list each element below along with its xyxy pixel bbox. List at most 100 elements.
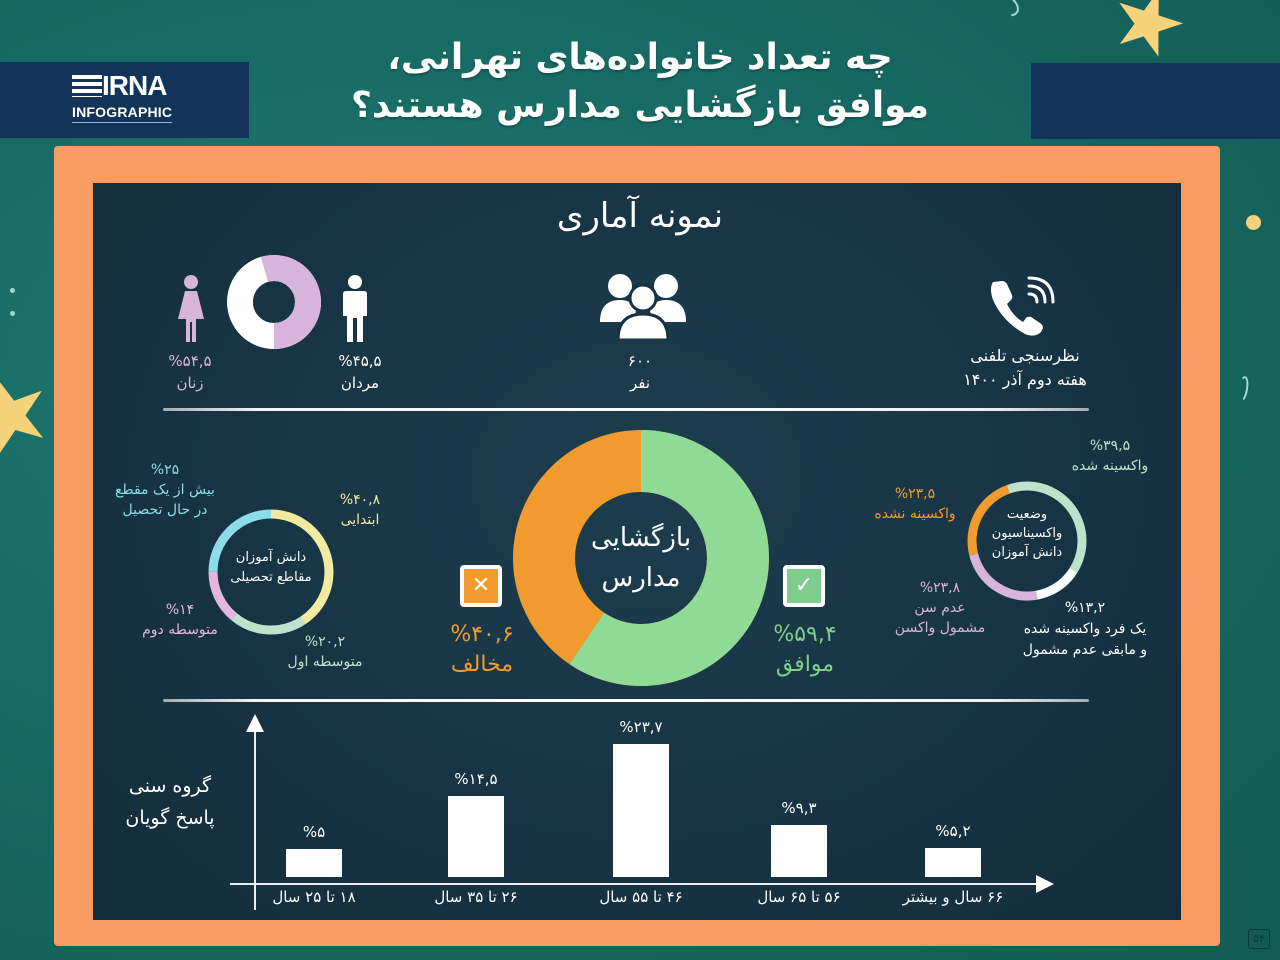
vaccination-donut-chart — [967, 481, 1087, 601]
center-label-line: دانش آموزان — [991, 545, 1063, 560]
bar-category-label: ۱۸ تا ۲۵ سال — [272, 888, 356, 906]
bar-category-label: ۴۶ تا ۵۵ سال — [599, 888, 683, 906]
women-percent: %۵۴,۵ — [168, 352, 212, 370]
center-label-line: بازگشایی — [590, 523, 692, 553]
legend-value: %۲۵ — [150, 462, 180, 478]
people-group-icon — [600, 274, 686, 340]
oppose-percent: %۴۰,۶ — [450, 622, 514, 647]
star-decoration — [0, 364, 61, 467]
arrow-right-icon — [1036, 875, 1054, 893]
bar-value-label: %۱۴,۵ — [454, 770, 498, 788]
bar-value-label: %۵,۲ — [935, 822, 971, 840]
vaccination-legend-vaccinated: %۳۹,۵ واکسینه شده — [1050, 436, 1170, 476]
page-number: ۵۴ — [1248, 929, 1270, 949]
men-label: مردان — [340, 374, 380, 392]
logo-brand: IRNA — [102, 70, 167, 101]
legend-label: متوسطه دوم — [142, 622, 218, 638]
bar — [925, 848, 981, 877]
dot-decoration — [10, 288, 15, 293]
bar — [613, 744, 669, 877]
bar — [771, 825, 827, 877]
age-chart-axis-title: گروه سنی پاسخ گویان — [100, 770, 240, 834]
education-donut-center: دانش آموزان مقاطع تحصیلی — [224, 548, 318, 588]
bar — [286, 849, 342, 877]
reopening-donut-chart — [513, 430, 769, 686]
squiggle-decoration — [987, 0, 1023, 22]
women-label: زنان — [176, 374, 204, 392]
vaccination-legend-partial: %۱۳,۲ یک فرد واکسینه شده و مابقی عدم مشم… — [1005, 598, 1165, 661]
legend-label: متوسطه اول — [287, 654, 363, 670]
legend-value: %۱۴ — [165, 602, 195, 618]
center-label-line: مقاطع تحصیلی — [230, 570, 312, 585]
agree-label: موافق — [775, 652, 835, 677]
irna-logo: IRNA — [72, 70, 182, 101]
arrow-up-icon — [246, 714, 264, 732]
header-panel-right — [1031, 63, 1280, 139]
star-decoration — [1104, 0, 1192, 67]
legend-label: واکسینه شده — [1071, 458, 1149, 474]
legend-label: مشمول واکسن — [894, 620, 986, 636]
man-icon — [343, 275, 367, 342]
divider — [163, 699, 1089, 702]
legend-label: عدم سن — [914, 600, 966, 616]
oppose-label: مخالف — [450, 652, 514, 677]
squiggle-decoration — [1235, 375, 1251, 403]
axis-title-line: پاسخ گویان — [125, 807, 215, 829]
bar — [448, 796, 504, 877]
legend-label: ابتدایی — [340, 512, 380, 528]
men-stat: %۴۵,۵ مردان — [315, 350, 405, 394]
center-label-line: وضعیت — [1006, 507, 1048, 522]
legend-value: %۳۹,۵ — [1089, 438, 1131, 454]
legend-value: %۲۰,۲ — [304, 634, 346, 650]
center-label-line: دانش آموزان — [235, 550, 307, 565]
irna-logo-icon — [72, 75, 102, 97]
legend-label: در حال تحصیل — [122, 502, 208, 518]
education-legend-primary: %۴۰,۸ ابتدایی — [320, 490, 400, 530]
woman-icon — [178, 275, 204, 342]
legend-label: بیش از یک مقطع — [115, 482, 215, 498]
legend-label: واکسینه نشده — [874, 506, 956, 522]
center-label-line: مدارس — [601, 563, 681, 593]
survey-method: نظرسنجی تلفنی — [970, 346, 1080, 365]
title-line-1: چه تعداد خانواده‌های تهرانی، — [387, 37, 893, 78]
education-donut-chart — [208, 509, 334, 635]
dot-decoration — [10, 311, 15, 316]
sample-size-label: نفر — [629, 374, 651, 392]
vaccination-legend-unvaccinated: %۲۳,۵ واکسینه نشده — [860, 484, 970, 524]
sample-size-value: ۶۰۰ — [627, 352, 653, 370]
bar-value-label: %۲۳,۷ — [619, 718, 663, 736]
vaccination-legend-ineligible: %۲۳,۸ عدم سن مشمول واکسن — [890, 578, 990, 638]
legend-value: %۱۳,۲ — [1064, 600, 1106, 616]
logo-panel — [0, 62, 249, 138]
axis-title-line: گروه سنی — [128, 775, 212, 797]
education-legend-secondary-2: %۱۴ متوسطه دوم — [125, 600, 235, 640]
cross-icon: ✕ — [460, 565, 502, 607]
sample-section-title: نمونه آماری — [556, 196, 724, 236]
bar-category-label: ۶۶ سال و بیشتر — [902, 888, 1004, 906]
men-percent: %۴۵,۵ — [338, 352, 382, 370]
bar-value-label: %۵ — [302, 823, 326, 841]
education-legend-multi: %۲۵ بیش از یک مقطع در حال تحصیل — [100, 460, 230, 520]
gender-donut-chart — [227, 255, 321, 349]
sample-size-stat: ۶۰۰ نفر — [590, 350, 690, 394]
legend-value: %۴۰,۸ — [339, 492, 381, 508]
legend-label: و مابقی عدم مشمول — [1022, 642, 1148, 658]
bar-value-label: %۹,۳ — [781, 799, 817, 817]
logo-subtitle: INFOGRAPHIC — [72, 104, 173, 123]
center-label-line: واکسیناسیون — [991, 526, 1063, 541]
legend-value: %۲۳,۸ — [919, 580, 961, 596]
divider — [163, 408, 1089, 411]
oppose-stat: %۴۰,۶ مخالف — [432, 620, 532, 680]
legend-value: %۲۳,۵ — [894, 486, 936, 502]
vaccination-donut-center: وضعیت واکسیناسیون دانش آموزان — [979, 505, 1075, 562]
education-legend-secondary-1: %۲۰,۲ متوسطه اول — [270, 632, 380, 672]
title-line-2: موافق بازگشایی مدارس هستند؟ — [350, 85, 930, 126]
women-stat: %۵۴,۵ زنان — [145, 350, 235, 394]
phone-call-icon — [991, 276, 1055, 336]
agree-stat: %۵۹,۴ موافق — [755, 620, 855, 680]
x-axis — [230, 883, 1038, 885]
agree-percent: %۵۹,۴ — [773, 622, 837, 647]
survey-date: هفته دوم آذر ۱۴۰۰ — [963, 370, 1087, 389]
y-axis — [254, 722, 256, 910]
reopening-donut-center: بازگشایی مدارس — [575, 518, 707, 598]
